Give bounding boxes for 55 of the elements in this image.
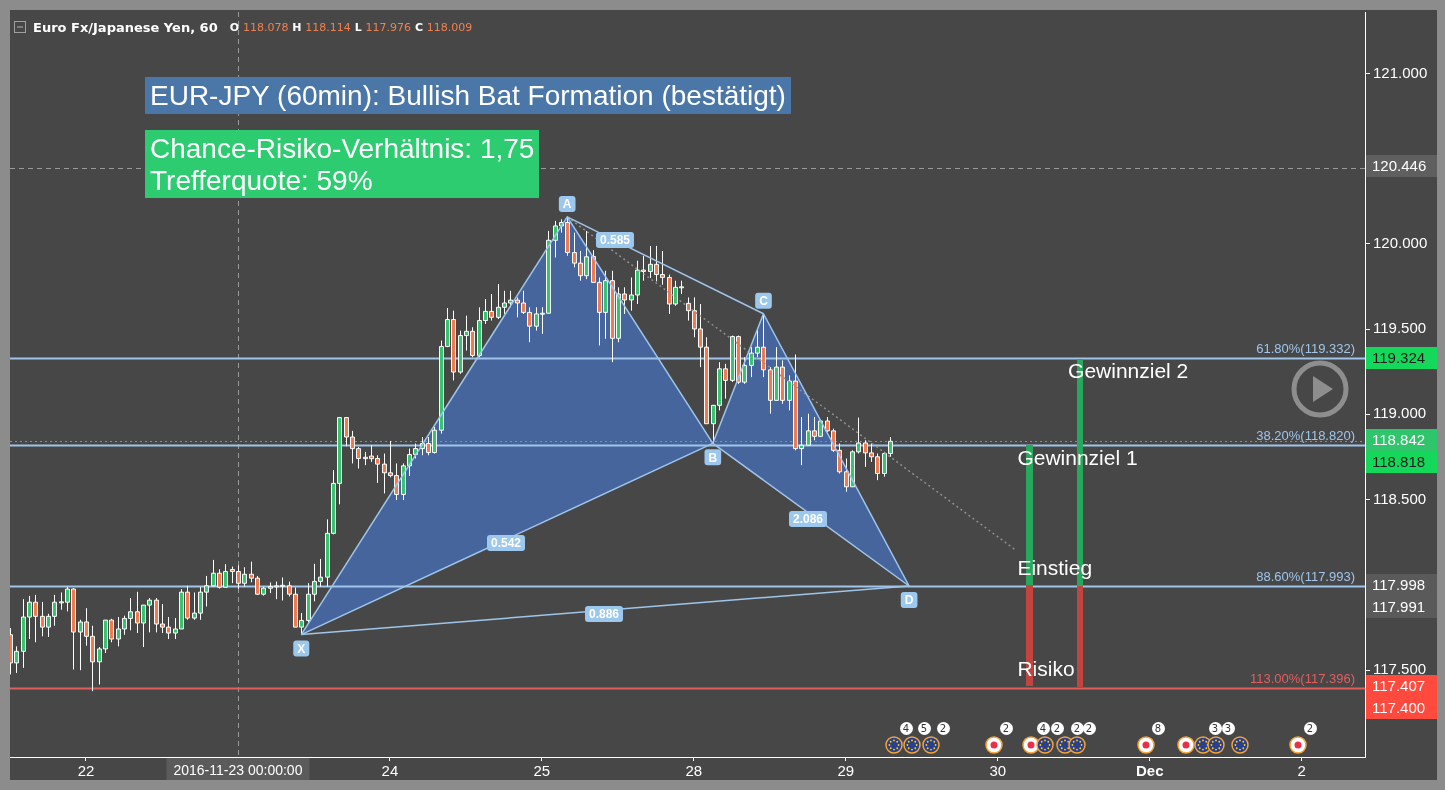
annotation: 2 (1082, 722, 1096, 735)
annotation: 0.542 (490, 536, 522, 551)
annotation: Einstieg (1017, 556, 1093, 580)
x-tick-label: 24 (381, 762, 399, 780)
x-tick-label: 2016-11-23 00:00:00 (173, 762, 303, 779)
annotation: D (904, 593, 914, 608)
text: 117.991 (1372, 598, 1426, 616)
y-tick-label: 119.000 (1373, 404, 1427, 422)
x-tick-label: 2 (1297, 762, 1306, 780)
annotation: Gewinnziel 2 (1068, 359, 1189, 383)
y-tick-label: 117.500 (1373, 660, 1427, 678)
text: 117.998 (1372, 576, 1426, 594)
x-tick-label: Dec (1135, 762, 1164, 780)
x-tick-label: 29 (837, 762, 855, 780)
annotation: Gewinnziel 1 (1017, 445, 1138, 469)
annotation: 4 (899, 722, 913, 735)
annotation: 2 (1303, 722, 1317, 735)
annotation: 2 (999, 722, 1013, 735)
x-tick-label: 28 (685, 762, 703, 780)
text: 118.818 (1372, 453, 1426, 471)
ref-line-label: 113.00%(117.396) (1249, 670, 1355, 686)
annotation: C (759, 294, 769, 309)
text: 119.324 (1372, 349, 1426, 367)
text: 117.407 (1372, 677, 1426, 695)
text: 118.842 (1372, 431, 1426, 449)
y-tick-label: 120.000 (1373, 233, 1428, 251)
x-tick-label: 22 (77, 762, 95, 780)
ref-line-label: 88.60%(117.993) (1256, 569, 1355, 585)
text: 117.400 (1372, 699, 1426, 717)
ref-line-label: 38.20%(118.820) (1256, 428, 1355, 444)
text: EUR-JPY (60min): Bullish Bat Formation (bestätigt) (145, 77, 791, 114)
annotation: Euro Fx/Japanese Yen, 60 (33, 19, 218, 35)
annotation: X (297, 641, 306, 656)
annotation: 5 (917, 722, 931, 735)
annotation: B (708, 450, 718, 465)
annotation: A (562, 197, 572, 212)
annotation: 3 (1208, 722, 1222, 735)
y-tick-label: 119.500 (1373, 319, 1427, 337)
annotation: 0.886 (588, 607, 620, 622)
y-tick-label: 121.000 (1373, 63, 1428, 81)
annotation: 0.585 (599, 233, 631, 248)
annotation: 3 (1221, 722, 1235, 735)
y-tick-label: 118.500 (1373, 489, 1427, 507)
annotation: 2.086 (792, 512, 824, 527)
annotation: O 118.078 H 118.114 L 117.976 C 118.009 (229, 20, 473, 34)
annotation: 2 (1070, 722, 1084, 735)
ref-line-label: 61.80%(119.332) (1256, 340, 1355, 356)
annotation: 2 (936, 722, 950, 735)
annotation: 8 (1151, 722, 1165, 735)
text: Chance-Risiko-Verhältnis: 1,75 Trefferquote: 59% (145, 130, 540, 198)
annotation: 4 (1036, 722, 1050, 735)
annotation: 2 (1050, 722, 1064, 735)
x-tick-label: 30 (989, 762, 1007, 780)
text: 120.446 (1372, 157, 1427, 175)
x-tick-label: 25 (533, 762, 551, 780)
